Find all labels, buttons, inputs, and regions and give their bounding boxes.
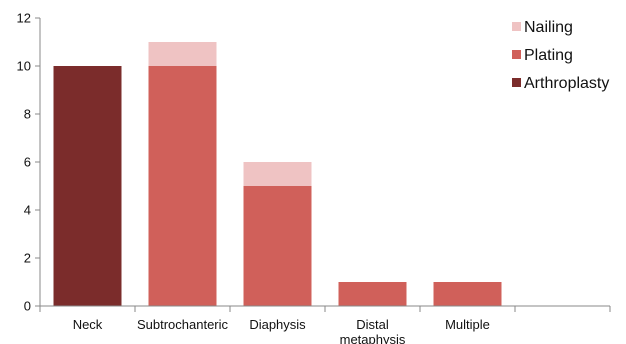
axes-layer: 0 2 4 6 8 10 12 Neck Subtrochanteric Diaphysis Dis… <box>17 11 611 344</box>
legend-swatch-plating <box>512 50 521 59</box>
y-tick-label: 2 <box>24 251 31 266</box>
bars-layer <box>53 42 502 306</box>
x-category-label: Diaphysis <box>249 317 306 332</box>
bar-plating-distal-metaphysis <box>338 282 407 306</box>
x-category-label: Distal metaphysis <box>340 317 406 344</box>
bar-plating-subtrochanteric <box>148 66 217 306</box>
y-tick-label: 6 <box>24 155 31 170</box>
y-tick-label: 12 <box>17 11 31 26</box>
bar-nailing-diaphysis <box>243 162 312 186</box>
legend-swatch-arthroplasty <box>512 78 521 87</box>
bar-plating-diaphysis <box>243 186 312 306</box>
x-category-label: Neck <box>73 317 103 332</box>
legend-label-arthroplasty: Arthroplasty <box>524 75 609 92</box>
legend-label-plating: Plating <box>524 47 573 64</box>
bar-plating-multiple <box>433 282 502 306</box>
x-category-label: Subtrochanteric <box>137 317 229 332</box>
legend: Nailing Plating Arthroplasty <box>512 19 609 92</box>
y-tick-label: 10 <box>17 59 31 74</box>
bar-arthroplasty-neck <box>53 66 122 306</box>
x-category-label: Multiple <box>445 317 490 332</box>
legend-label-nailing: Nailing <box>524 19 573 36</box>
legend-swatch-nailing <box>512 22 521 31</box>
y-tick-label: 4 <box>24 203 31 218</box>
y-tick-label: 8 <box>24 107 31 122</box>
bar-nailing-subtrochanteric <box>148 42 217 66</box>
y-tick-label: 0 <box>24 299 31 314</box>
